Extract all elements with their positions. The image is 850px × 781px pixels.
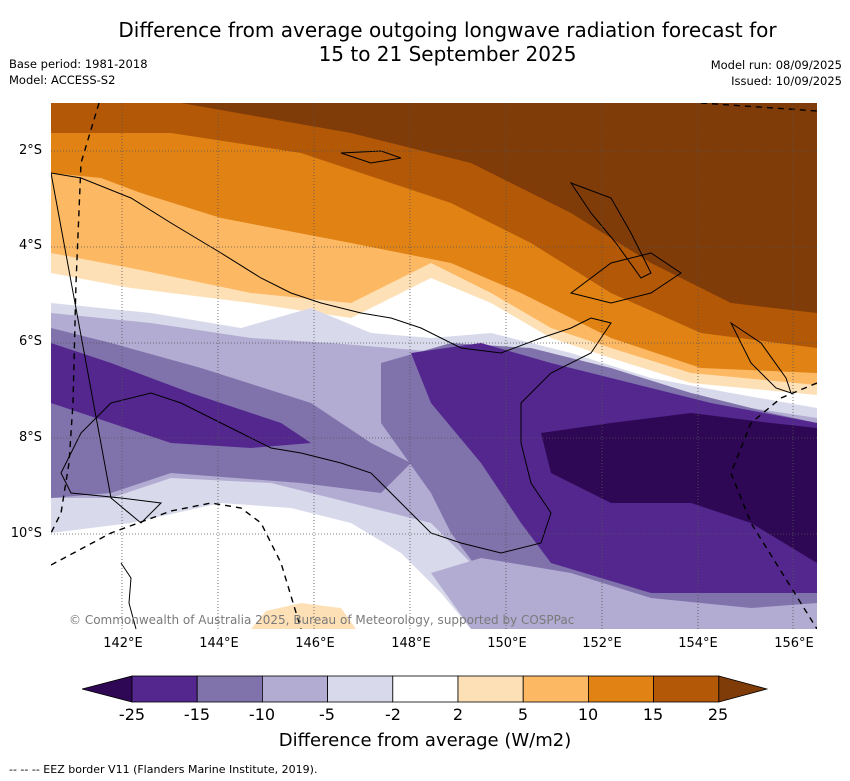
- band-white-south: [51, 503, 471, 629]
- colorbar-tick: -2: [385, 705, 401, 724]
- colorbar-extend-high: [718, 675, 769, 703]
- colorbar-cell: [653, 675, 720, 703]
- colorbar-tick: 2: [452, 705, 464, 724]
- colorbar-cell: [327, 675, 394, 703]
- eez-border: [51, 103, 100, 534]
- colorbar-tick: -25: [118, 705, 146, 724]
- lon-label-152e: 152°E: [582, 636, 622, 651]
- eez-border: [700, 103, 817, 112]
- map-title: Difference from average outgoing longwav…: [0, 18, 850, 66]
- meta-right: Model run: 08/09/2025 Issued: 10/09/2025: [711, 57, 842, 89]
- colorbar-tick: -15: [183, 705, 211, 724]
- new-britain-outline: [569, 252, 682, 304]
- title-line-1: Difference from average outgoing longwav…: [118, 18, 777, 42]
- lon-label-150e: 150°E: [487, 636, 527, 651]
- new-guinea-outline: [51, 172, 612, 554]
- colorbar-cell: [261, 675, 328, 703]
- colorbar-cell: [131, 675, 198, 703]
- colorbar-tick: -10: [248, 705, 276, 724]
- colorbar-cell: [196, 675, 263, 703]
- colorbar-cell: [522, 675, 589, 703]
- copyright-notice: © Commonwealth of Australia 2025, Bureau…: [69, 613, 575, 627]
- lon-label-148e: 148°E: [391, 636, 431, 651]
- colorbar-cell: [457, 675, 524, 703]
- new-ireland-outline: [569, 181, 652, 279]
- bougainville-outline: [729, 321, 792, 394]
- band-neg10-neg5-south: [431, 558, 817, 629]
- lat-label-10s: 10°S: [10, 526, 42, 541]
- issued-text: Issued: 10/09/2025: [731, 74, 842, 88]
- colorbar-tick: 15: [642, 705, 664, 724]
- australia-tip-outline: [120, 562, 137, 629]
- lon-label-146e: 146°E: [295, 636, 335, 651]
- model-run-text: Model run: 08/09/2025: [710, 58, 842, 72]
- colorbar-tick: 25: [707, 705, 729, 724]
- lon-label-156e: 156°E: [774, 636, 814, 651]
- colorbar: [82, 675, 769, 703]
- colorbar-tick: -5: [319, 705, 335, 724]
- lat-label-6s: 6°S: [18, 334, 42, 349]
- lon-label-154e: 154°E: [678, 636, 718, 651]
- map-panel: [51, 103, 817, 629]
- lon-label-142e: 142°E: [103, 636, 143, 651]
- lat-label-8s: 8°S: [18, 430, 42, 445]
- model-text: Model: ACCESS-S2: [9, 73, 116, 87]
- manus-outline: [340, 150, 402, 164]
- lon-label-144e: 144°E: [199, 636, 239, 651]
- colorbar-extend-low: [82, 675, 133, 703]
- eez-legend-note: -- -- -- EEZ border V11 (Flanders Marine…: [9, 763, 318, 776]
- colorbar-cell: [587, 675, 654, 703]
- colorbar-cell: [392, 675, 459, 703]
- band-neg25-neg15-west: [51, 343, 311, 448]
- eez-border: [51, 502, 302, 629]
- title-line-2: 15 to 21 September 2025: [318, 42, 577, 66]
- band-below-neg25: [541, 413, 817, 563]
- eez-border: [730, 382, 817, 629]
- base-period-text: Base period: 1981-2018: [9, 57, 148, 71]
- lat-label-2s: 2°S: [18, 143, 42, 158]
- olr-anomaly-map: [51, 103, 817, 629]
- colorbar-tick: 10: [577, 705, 599, 724]
- colorbar-tick: 5: [517, 705, 529, 724]
- band-positive-south: [251, 603, 356, 629]
- graticule: [51, 103, 817, 629]
- meta-left: Base period: 1981-2018 Model: ACCESS-S2: [9, 56, 148, 88]
- colorbar-label: Difference from average (W/m2): [278, 730, 572, 751]
- lat-label-4s: 4°S: [18, 238, 42, 253]
